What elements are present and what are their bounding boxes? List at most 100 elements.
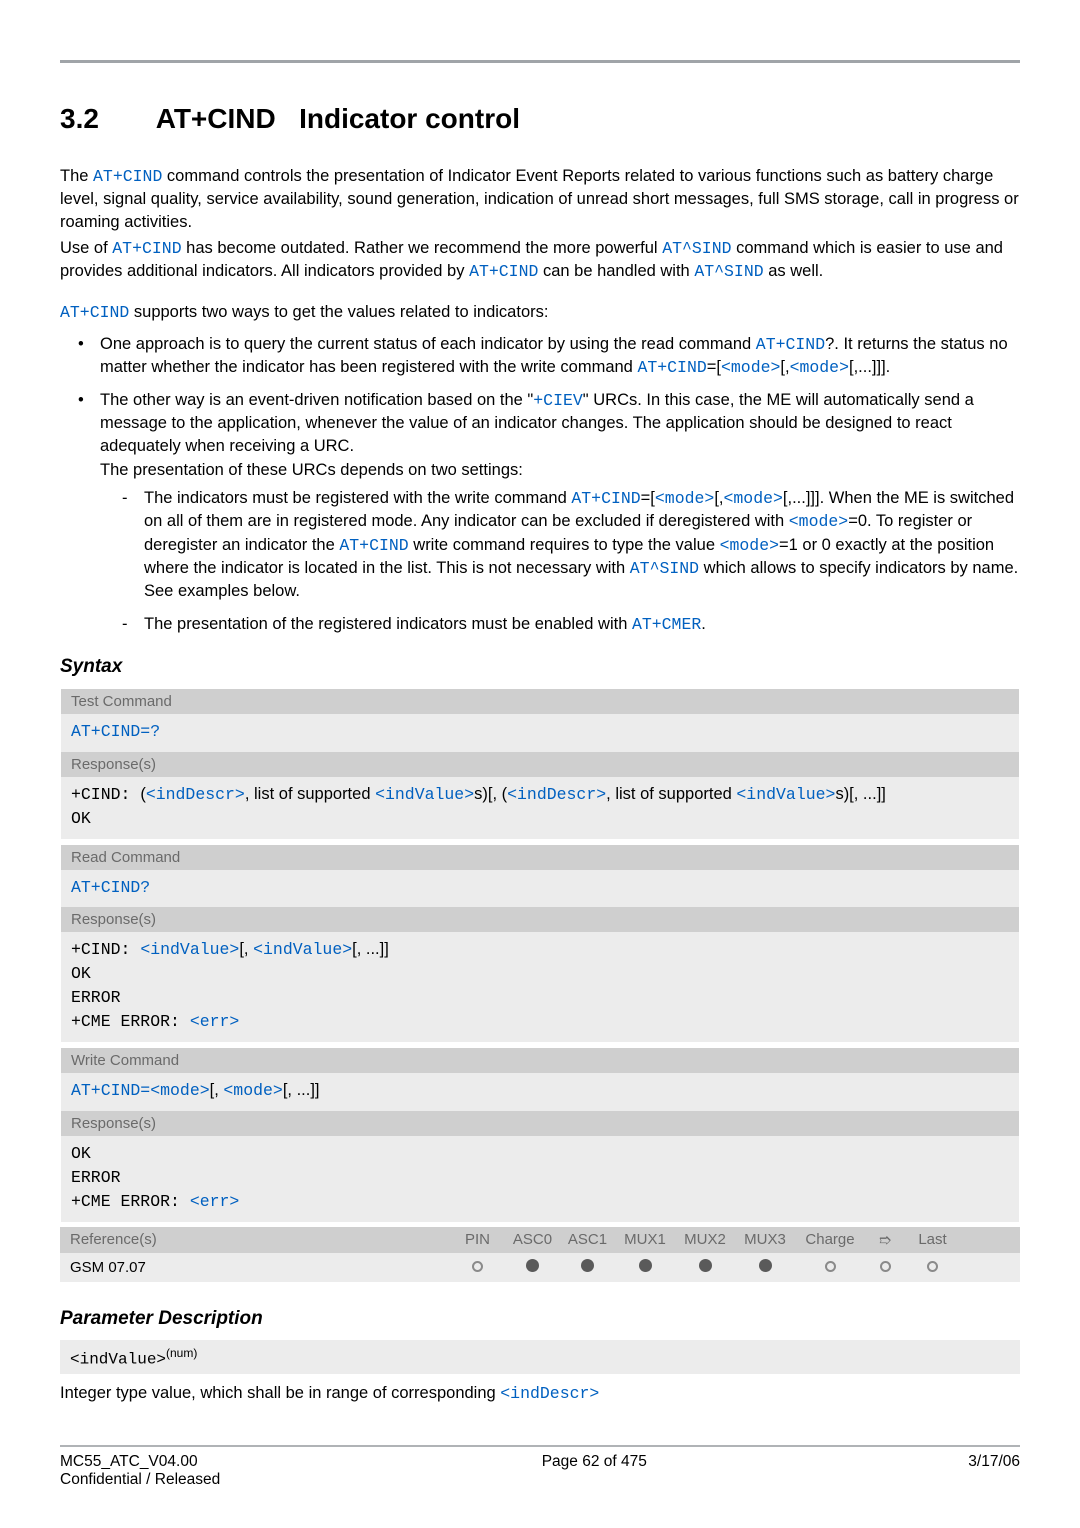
p: <err> [190, 1192, 240, 1211]
dot-mux2 [675, 1259, 735, 1276]
resp-hdr: Response(s) [61, 752, 1019, 777]
col-mux2: MUX2 [675, 1231, 735, 1248]
circle-open-icon [825, 1261, 836, 1272]
t: The indicators must be registered with t… [144, 489, 571, 507]
ok: OK [71, 807, 1009, 831]
t: +CIND: [71, 940, 140, 959]
dot-last [905, 1259, 960, 1276]
resp-line: +CIND: <indValue>[, <indValue>[, ...]] [71, 938, 1009, 962]
dash-1: The indicators must be registered with t… [122, 487, 1020, 602]
t: AT+CIND= [71, 1081, 150, 1100]
col-run-icon: ➱ [865, 1231, 905, 1249]
test-resp: +CIND: (<indDescr>, list of supported <i… [61, 777, 1019, 839]
resp-hdr: Response(s) [61, 1111, 1019, 1136]
write-body: AT+CIND=<mode>[, <mode>[, ...]] [61, 1073, 1019, 1111]
title-rest: Indicator control [299, 103, 520, 134]
t: The [60, 167, 93, 185]
circle-filled-icon [639, 1259, 652, 1272]
t: [, [714, 489, 723, 507]
cmd: AT+CIND [339, 536, 408, 555]
t: [, ...]] [352, 940, 389, 958]
resp-hdr: Response(s) [61, 907, 1019, 932]
t: One approach is to query the current sta… [100, 335, 756, 353]
footer-right: 3/17/06 [968, 1453, 1020, 1489]
t: . [701, 615, 706, 633]
title-cmd: AT+CIND [156, 103, 276, 134]
p: <indValue> [736, 785, 835, 804]
error: ERROR [71, 986, 1009, 1010]
dash-2: The presentation of the registered indic… [122, 613, 1020, 636]
test-hdr: Test Command [61, 689, 1019, 714]
write-cmd: AT+CIND=<mode>[, <mode>[, ...]] [71, 1079, 1009, 1103]
footer-l1: MC55_ATC_V04.00 [60, 1453, 220, 1471]
dot-run [865, 1259, 905, 1276]
read-command-table: Read Command AT+CIND? Response(s) +CIND:… [60, 844, 1020, 1044]
read-hdr: Read Command [61, 845, 1019, 870]
param-box: <indValue>(num) [60, 1340, 1020, 1374]
p: <mode> [790, 358, 849, 377]
cmd: AT+CIND [112, 239, 181, 258]
intro-p3: AT+CIND supports two ways to get the val… [60, 301, 1020, 324]
reference-value-row: GSM 07.07 [60, 1253, 1020, 1282]
footer-center: Page 62 of 475 [542, 1453, 647, 1489]
p: <indValue> [253, 940, 352, 959]
error: ERROR [71, 1166, 1009, 1190]
read-cmd: AT+CIND? [71, 876, 1009, 900]
t: [, ...]] [283, 1081, 320, 1099]
cmd: AT^SIND [662, 239, 731, 258]
t: command controls the presentation of Ind… [60, 167, 1019, 231]
dot-pin [450, 1259, 505, 1276]
write-resp: OK ERROR +CME ERROR: <err> [61, 1136, 1019, 1222]
section-number: 3.2 [60, 103, 99, 135]
p: <mode> [721, 358, 780, 377]
ref-label: Reference(s) [70, 1231, 450, 1248]
read-body: AT+CIND? [61, 870, 1019, 908]
p: <indDescr> [146, 785, 245, 804]
circle-open-icon [927, 1261, 938, 1272]
cmd: AT+CIND [571, 489, 640, 508]
t: Use of [60, 239, 112, 257]
dot-asc1 [560, 1259, 615, 1276]
read-resp: +CIND: <indValue>[, <indValue>[, ...]] O… [61, 932, 1019, 1042]
syntax-heading: Syntax [60, 656, 1020, 678]
col-charge: Charge [795, 1231, 865, 1248]
cme-line: +CME ERROR: <err> [71, 1010, 1009, 1034]
dot-mux3 [735, 1259, 795, 1276]
col-mux1: MUX1 [615, 1231, 675, 1248]
t: The presentation of the registered indic… [144, 615, 632, 633]
write-hdr: Write Command [61, 1048, 1019, 1073]
test-body: AT+CIND=? [61, 714, 1019, 752]
bullet-list: One approach is to query the current sta… [60, 333, 1020, 636]
col-asc0: ASC0 [505, 1231, 560, 1248]
write-command-table: Write Command AT+CIND=<mode>[, <mode>[, … [60, 1047, 1020, 1223]
t: Integer type value, which shall be in ra… [60, 1384, 500, 1402]
col-asc1: ASC1 [560, 1231, 615, 1248]
param-desc: Integer type value, which shall be in ra… [60, 1382, 1020, 1405]
circle-filled-icon [759, 1259, 772, 1272]
t: +CIND: [71, 785, 140, 804]
footer-left: MC55_ATC_V04.00 Confidential / Released [60, 1453, 220, 1489]
circle-filled-icon [581, 1259, 594, 1272]
dot-mux1 [615, 1259, 675, 1276]
t: s)[, ( [474, 785, 507, 803]
t: , list of supported [245, 785, 375, 803]
dot-charge [795, 1259, 865, 1276]
p: <mode> [655, 489, 714, 508]
circle-filled-icon [526, 1259, 539, 1272]
col-pin: PIN [450, 1231, 505, 1248]
dash-list: The indicators must be registered with t… [100, 487, 1020, 636]
p: <mode> [720, 536, 779, 555]
p: <mode> [223, 1081, 282, 1100]
test-command-table: Test Command AT+CIND=? Response(s) +CIND… [60, 688, 1020, 840]
t: has become outdated. Rather we recommend… [182, 239, 663, 257]
ok: OK [71, 962, 1009, 986]
t: can be handled with [538, 262, 694, 280]
circle-open-icon [880, 1261, 891, 1272]
cmd: AT+CIND [469, 262, 538, 281]
p: <mode> [150, 1081, 209, 1100]
param-heading: Parameter Description [60, 1308, 1020, 1330]
cmd: +CIEV [533, 391, 583, 410]
intro-block: The AT+CIND command controls the present… [60, 165, 1020, 283]
p: <err> [190, 1012, 240, 1031]
t: [,...]]]. [849, 358, 890, 376]
